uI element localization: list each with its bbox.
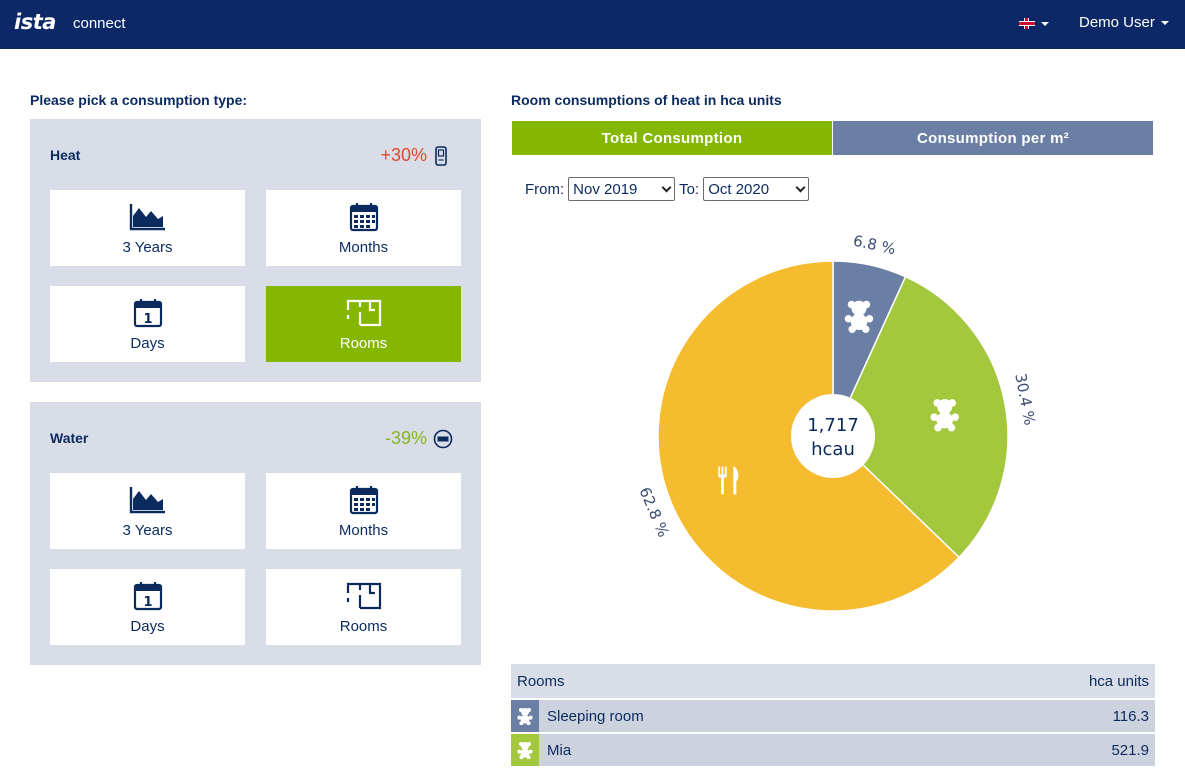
tile-label: 3 Years [122, 522, 173, 539]
pie-center-hole [791, 394, 875, 478]
room-consumption-pie-chart: 6.8 %30.4 %62.8 % 1,717 hcau [635, 232, 1039, 612]
day-number: 1 [143, 312, 152, 327]
from-value: Nov 2019 [573, 180, 638, 198]
teddy-bear-icon [844, 300, 874, 334]
pie-slice-label: 30.4 % [1011, 372, 1039, 427]
consumption-change: -39% [384, 428, 427, 448]
water-3-years-tile[interactable]: 3 Years [50, 473, 245, 549]
to-value: Oct 2020 [708, 180, 770, 198]
area-chart-icon [129, 204, 165, 231]
teddy-bear-icon [930, 399, 959, 432]
date-range: From: Nov 2019 To: Oct 2020 [525, 177, 813, 201]
rooms-table: Rooms hca units Sleeping room 116.3 Mia … [511, 664, 1155, 766]
floorplan-icon [346, 299, 381, 327]
pie-center-unit: hcau [811, 439, 855, 460]
tile-label: Months [338, 239, 389, 256]
heat-group: Heat +30% 3 Years Months 1 Days Rooms [30, 119, 481, 382]
heat-3-years-tile[interactable]: 3 Years [50, 190, 245, 266]
table-row[interactable]: Mia 521.9 [511, 732, 1155, 766]
column-rooms: Rooms [517, 672, 565, 690]
caret-down-icon [1160, 20, 1169, 25]
cutlery-icon [718, 466, 739, 495]
consumption-type-title: Please pick a consumption type: [30, 92, 248, 108]
water-months-tile[interactable]: Months [266, 473, 461, 549]
calendar-icon [349, 486, 378, 515]
chart-title: Room consumptions of heat in hca units [511, 92, 782, 108]
tile-label: Days [130, 618, 165, 635]
pie-slice[interactable] [832, 275, 1009, 559]
day-number: 1 [143, 595, 152, 610]
teddy-bear-icon [517, 742, 533, 759]
calendar-icon [349, 203, 378, 232]
water-meter-icon [433, 429, 453, 449]
user-menu[interactable]: Demo User [1079, 14, 1169, 31]
day-calendar-icon: 1 [133, 299, 162, 328]
pie-slice-label: 6.8 % [852, 232, 898, 258]
water-rooms-tile[interactable]: Rooms [266, 569, 461, 645]
from-label: From: [525, 180, 565, 198]
room-color-swatch [511, 734, 539, 766]
group-title: Heat [50, 147, 81, 163]
consumption-change: +30% [380, 145, 427, 165]
tab-total-consumption[interactable]: Total Consumption [512, 121, 832, 155]
heat-months-tile[interactable]: Months [266, 190, 461, 266]
area-chart-icon [129, 487, 165, 514]
group-title: Water [50, 430, 89, 446]
room-value: 116.3 [1112, 707, 1149, 725]
app-name: connect [73, 15, 126, 32]
room-name: Mia [547, 741, 572, 759]
column-hca-units: hca units [1088, 672, 1149, 690]
from-select[interactable]: Nov 2019 [568, 177, 676, 201]
tile-label: Rooms [339, 335, 388, 352]
day-calendar-icon: 1 [133, 582, 162, 611]
tile-label: Months [338, 522, 389, 539]
caret-down-icon [1041, 21, 1049, 26]
table-row[interactable]: Sleeping room 116.3 [511, 698, 1155, 732]
uk-flag-icon [1019, 18, 1035, 29]
top-bar: ista connect Demo User [0, 0, 1185, 49]
table-header: Rooms hca units [511, 664, 1155, 698]
tile-label: Rooms [339, 618, 388, 635]
chevron-down-icon [661, 182, 672, 192]
ista-logo[interactable]: ista [14, 10, 56, 34]
tab-consumption-per-m2[interactable]: Consumption per m² [833, 121, 1153, 155]
tile-label: 3 Years [122, 239, 173, 256]
heat-meter-icon [435, 146, 447, 166]
chevron-down-icon [795, 182, 806, 192]
user-name: Demo User [1079, 14, 1155, 31]
language-selector[interactable] [1019, 18, 1049, 29]
room-color-swatch [511, 700, 539, 732]
room-value: 521.9 [1111, 741, 1149, 759]
heat-days-tile[interactable]: 1 Days [50, 286, 245, 362]
tile-label: Days [130, 335, 165, 352]
floorplan-icon [346, 582, 381, 610]
teddy-bear-icon [517, 708, 533, 725]
to-label: To: [679, 180, 700, 198]
room-name: Sleeping room [547, 707, 644, 725]
water-group: Water -39% 3 Years Months 1 Days Rooms [30, 402, 481, 665]
pie-center-value: 1,717 [807, 415, 859, 436]
water-days-tile[interactable]: 1 Days [50, 569, 245, 645]
to-select[interactable]: Oct 2020 [703, 177, 810, 201]
heat-rooms-tile[interactable]: Rooms [266, 286, 461, 362]
